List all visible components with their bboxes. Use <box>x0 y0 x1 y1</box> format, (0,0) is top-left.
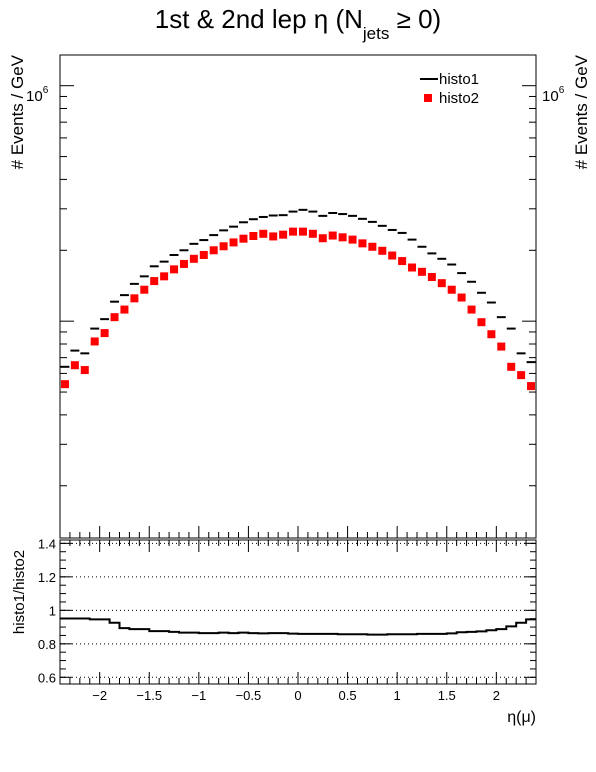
legend-histo2-marker <box>424 94 432 102</box>
histo2-point <box>120 305 129 314</box>
histo2-point <box>358 239 367 248</box>
histo2-point <box>308 229 317 238</box>
histo2-point <box>487 330 496 339</box>
chart-title: 1st & 2nd lep η (Njets ≥ 0) <box>155 4 441 43</box>
histo2-point <box>239 234 248 243</box>
histo2-point <box>140 285 149 294</box>
ratio-y-tick-label: 1.4 <box>38 536 56 551</box>
histo2-point <box>289 227 298 236</box>
main-y-axis-label: # Events / GeV <box>8 54 27 169</box>
histo2-point <box>398 257 407 266</box>
x-tick-label: −1.5 <box>136 688 162 703</box>
histo2-point <box>388 251 397 260</box>
ratio-y-tick-label: 0.6 <box>38 670 56 685</box>
histo2-point <box>338 233 347 242</box>
histo2-point <box>219 242 228 251</box>
title-suffix: ≥ 0) <box>389 4 441 34</box>
histo2-point <box>408 263 417 272</box>
title-prefix: 1st & 2nd lep η (N <box>155 4 363 34</box>
histo2-point <box>427 273 436 282</box>
legend-histo2-label: histo2 <box>439 90 479 107</box>
histo2-point <box>517 371 526 380</box>
ratio-plot-frame <box>59 539 537 685</box>
histo2-point <box>170 265 179 274</box>
histo2-point <box>477 318 486 327</box>
histo2-point <box>189 254 198 263</box>
histo2-point <box>279 230 288 239</box>
histo2-point <box>447 285 456 294</box>
histo2-point <box>527 382 536 391</box>
histo2-point <box>318 234 327 243</box>
main-y-axis-label-right: # Events / GeV <box>572 54 591 169</box>
ratio-y-tick-label: 0.8 <box>38 637 56 652</box>
histo2-point <box>368 242 377 251</box>
histo2-point <box>199 250 208 259</box>
x-tick-label: 1 <box>394 688 401 703</box>
histo2-point <box>110 313 119 322</box>
histo2-point <box>417 267 426 276</box>
main-plot-layer <box>59 85 537 538</box>
histo2-point <box>467 305 476 314</box>
x-tick-label: 0.5 <box>339 688 357 703</box>
ratio-series-line <box>60 617 536 636</box>
main-y-tick-label-left: 106 <box>26 85 49 105</box>
ratio-y-tick-label: 1.2 <box>38 570 56 585</box>
histo2-point <box>249 231 258 240</box>
histo2-point <box>259 229 268 238</box>
histo2-point <box>150 277 159 286</box>
histo2-point <box>348 235 357 244</box>
histo2-point <box>100 329 109 338</box>
histo2-point <box>328 231 337 240</box>
legend: histo1 histo2 <box>420 71 479 107</box>
x-tick-label: 0 <box>294 688 301 703</box>
legend-histo1-label: histo1 <box>439 71 479 88</box>
histo2-point <box>70 361 79 370</box>
histo2-point <box>229 238 238 247</box>
histo2-point <box>298 227 307 236</box>
histo2-point <box>497 342 506 351</box>
x-tick-label: −1 <box>191 688 206 703</box>
ratio-y-tick-label: 1 <box>49 603 56 618</box>
ratio-y-axis-label: histo1/histo2 <box>11 550 28 634</box>
histo2-point <box>457 293 466 302</box>
histo2-point <box>179 259 188 268</box>
histo2-point <box>130 294 139 303</box>
histo2-point <box>90 337 99 346</box>
title-subscript: jets <box>362 24 389 43</box>
histo2-point <box>60 380 69 389</box>
x-tick-label: 2 <box>493 688 500 703</box>
main-y-tick-label-right: 106 <box>542 85 565 105</box>
x-tick-label: −0.5 <box>236 688 262 703</box>
x-axis-label: η(μ) <box>507 709 536 726</box>
histo2-point <box>160 272 169 281</box>
histo2-point <box>507 362 516 371</box>
x-tick-label: 1.5 <box>438 688 456 703</box>
histo2-point <box>378 246 387 255</box>
x-tick-label: −2 <box>92 688 107 703</box>
histo2-point <box>209 246 218 255</box>
histo2-point <box>437 279 446 288</box>
ratio-plot-layer: 0.6 0.8 1 1.2 1.4 −2 −1.5 −1 −0.5 0 0.5 1 1.5 2 <box>38 536 537 703</box>
histo2-point <box>80 366 89 375</box>
histo2-point <box>269 232 278 241</box>
